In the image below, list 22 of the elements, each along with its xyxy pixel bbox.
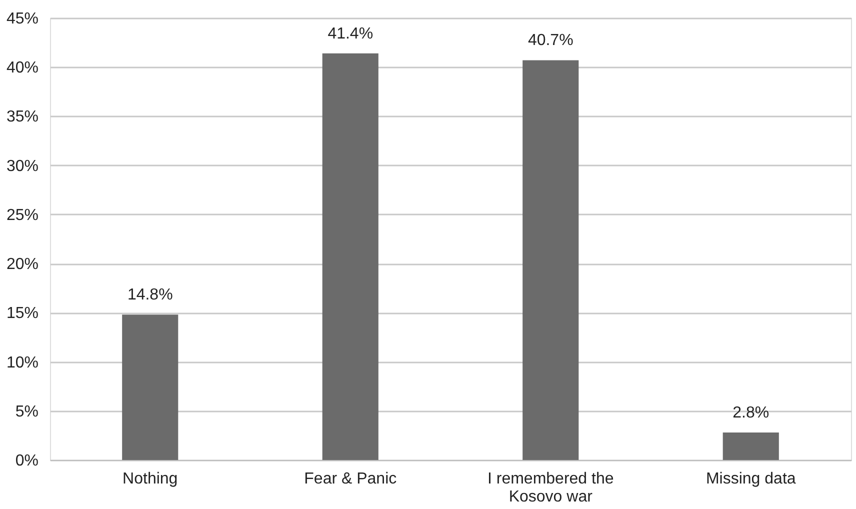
y-tick-label: 10% [6, 354, 38, 372]
y-tick-label: 45% [6, 10, 38, 28]
y-tick-label: 5% [15, 403, 38, 420]
bar [322, 53, 378, 460]
y-tick-label: 30% [6, 158, 38, 175]
bar [122, 314, 178, 460]
y-tick-label: 40% [6, 60, 38, 77]
x-tick-label: Nothing [122, 470, 178, 488]
data-label: 14.8% [127, 286, 173, 304]
bar [722, 432, 779, 460]
x-tick-label: I remembered the Kosovo war [487, 470, 614, 506]
y-tick-label: 25% [6, 206, 38, 224]
y-tick-label: 0% [15, 452, 38, 470]
y-tick-label: 35% [6, 108, 38, 126]
y-tick-label: 15% [6, 305, 38, 322]
data-label: 40.7% [528, 32, 574, 50]
bar [522, 60, 579, 460]
data-label: 2.8% [732, 404, 770, 422]
y-tick-label: 20% [6, 256, 38, 274]
x-tick-label: Missing data [706, 470, 796, 488]
x-tick-label: Fear & Panic [304, 470, 397, 488]
data-label: 41.4% [328, 25, 374, 42]
